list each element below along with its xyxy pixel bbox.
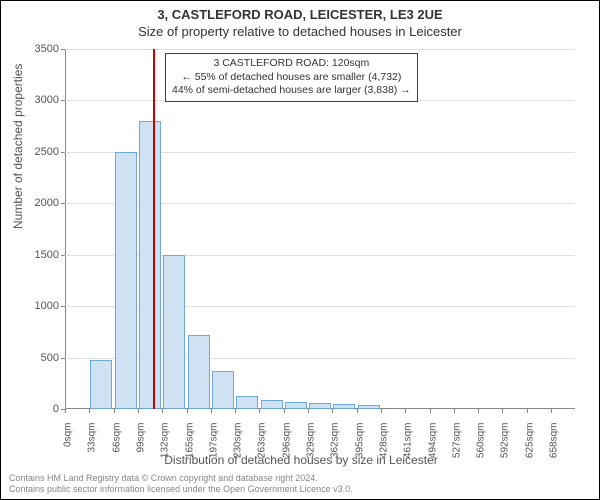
xtick-mark [235, 409, 236, 413]
plot-area: 3 CASTLEFORD ROAD: 120sqm← 55% of detach… [65, 49, 575, 409]
page-subtitle: Size of property relative to detached ho… [1, 22, 599, 39]
xtick-label: 296sqm [281, 423, 292, 473]
xtick-label: 33sqm [87, 423, 98, 473]
histogram-bar [188, 335, 210, 409]
ytick-label: 2000 [19, 197, 59, 209]
histogram-bar [309, 403, 331, 409]
xtick-mark [381, 409, 382, 413]
xtick-label: 263sqm [257, 423, 268, 473]
histogram-bar [90, 360, 112, 409]
xtick-label: 395sqm [354, 423, 365, 473]
ytick-mark [61, 100, 65, 101]
xtick-label: 560sqm [476, 423, 487, 473]
xtick-mark [65, 409, 66, 413]
histogram-bar [358, 405, 380, 409]
histogram-bar [236, 396, 258, 409]
xtick-mark [478, 409, 479, 413]
xtick-label: 0sqm [63, 423, 74, 473]
credits-line-1: Contains HM Land Registry data © Crown c… [9, 473, 353, 484]
ytick-mark [61, 358, 65, 359]
xtick-mark [162, 409, 163, 413]
xtick-label: 658sqm [549, 423, 560, 473]
xtick-label: 99sqm [135, 423, 146, 473]
property-marker-line [153, 49, 155, 409]
xtick-mark [332, 409, 333, 413]
ytick-label: 1000 [19, 300, 59, 312]
xtick-mark [551, 409, 552, 413]
xtick-label: 329sqm [306, 423, 317, 473]
histogram-bar [115, 152, 137, 409]
histogram-bar [285, 402, 307, 409]
xtick-mark [284, 409, 285, 413]
page-title: 3, CASTLEFORD ROAD, LEICESTER, LE3 2UE [1, 1, 599, 22]
ytick-label: 3000 [19, 94, 59, 106]
ytick-label: 3500 [19, 43, 59, 55]
xtick-label: 461sqm [403, 423, 414, 473]
annotation-line: 3 CASTLEFORD ROAD: 120sqm [172, 57, 411, 71]
ytick-mark [61, 255, 65, 256]
xtick-label: 592sqm [500, 423, 511, 473]
annotation-line: ← 55% of detached houses are smaller (4,… [172, 71, 411, 85]
xtick-label: 494sqm [427, 423, 438, 473]
credits: Contains HM Land Registry data © Crown c… [9, 473, 353, 495]
histogram-bar [139, 121, 161, 409]
xtick-mark [211, 409, 212, 413]
xtick-label: 132sqm [160, 423, 171, 473]
xtick-label: 428sqm [378, 423, 389, 473]
xtick-mark [259, 409, 260, 413]
xtick-mark [502, 409, 503, 413]
xtick-label: 362sqm [330, 423, 341, 473]
gridline [65, 49, 575, 50]
xtick-mark [114, 409, 115, 413]
y-axis [65, 49, 66, 409]
ytick-label: 1500 [19, 249, 59, 261]
ytick-mark [61, 152, 65, 153]
ytick-label: 2500 [19, 146, 59, 158]
histogram-bar [333, 404, 355, 409]
xtick-label: 625sqm [524, 423, 535, 473]
annotation-box: 3 CASTLEFORD ROAD: 120sqm← 55% of detach… [165, 53, 418, 102]
credits-line-2: Contains public sector information licen… [9, 484, 353, 495]
chart-container: 3, CASTLEFORD ROAD, LEICESTER, LE3 2UE S… [0, 0, 600, 500]
xtick-mark [89, 409, 90, 413]
xtick-label: 66sqm [111, 423, 122, 473]
ytick-label: 500 [19, 352, 59, 364]
xtick-label: 527sqm [451, 423, 462, 473]
xtick-mark [430, 409, 431, 413]
histogram-bar [212, 371, 234, 409]
xtick-mark [527, 409, 528, 413]
ytick-mark [61, 306, 65, 307]
xtick-mark [138, 409, 139, 413]
xtick-mark [357, 409, 358, 413]
xtick-mark [187, 409, 188, 413]
ytick-mark [61, 49, 65, 50]
ytick-mark [61, 203, 65, 204]
histogram-bar [261, 400, 283, 409]
xtick-label: 165sqm [184, 423, 195, 473]
annotation-line: 44% of semi-detached houses are larger (… [172, 84, 411, 98]
xtick-mark [454, 409, 455, 413]
plot: 3 CASTLEFORD ROAD: 120sqm← 55% of detach… [65, 49, 575, 409]
ytick-label: 0 [19, 403, 59, 415]
histogram-bar [163, 255, 185, 409]
xtick-mark [308, 409, 309, 413]
xtick-label: 230sqm [233, 423, 244, 473]
xtick-mark [405, 409, 406, 413]
xtick-label: 197sqm [208, 423, 219, 473]
